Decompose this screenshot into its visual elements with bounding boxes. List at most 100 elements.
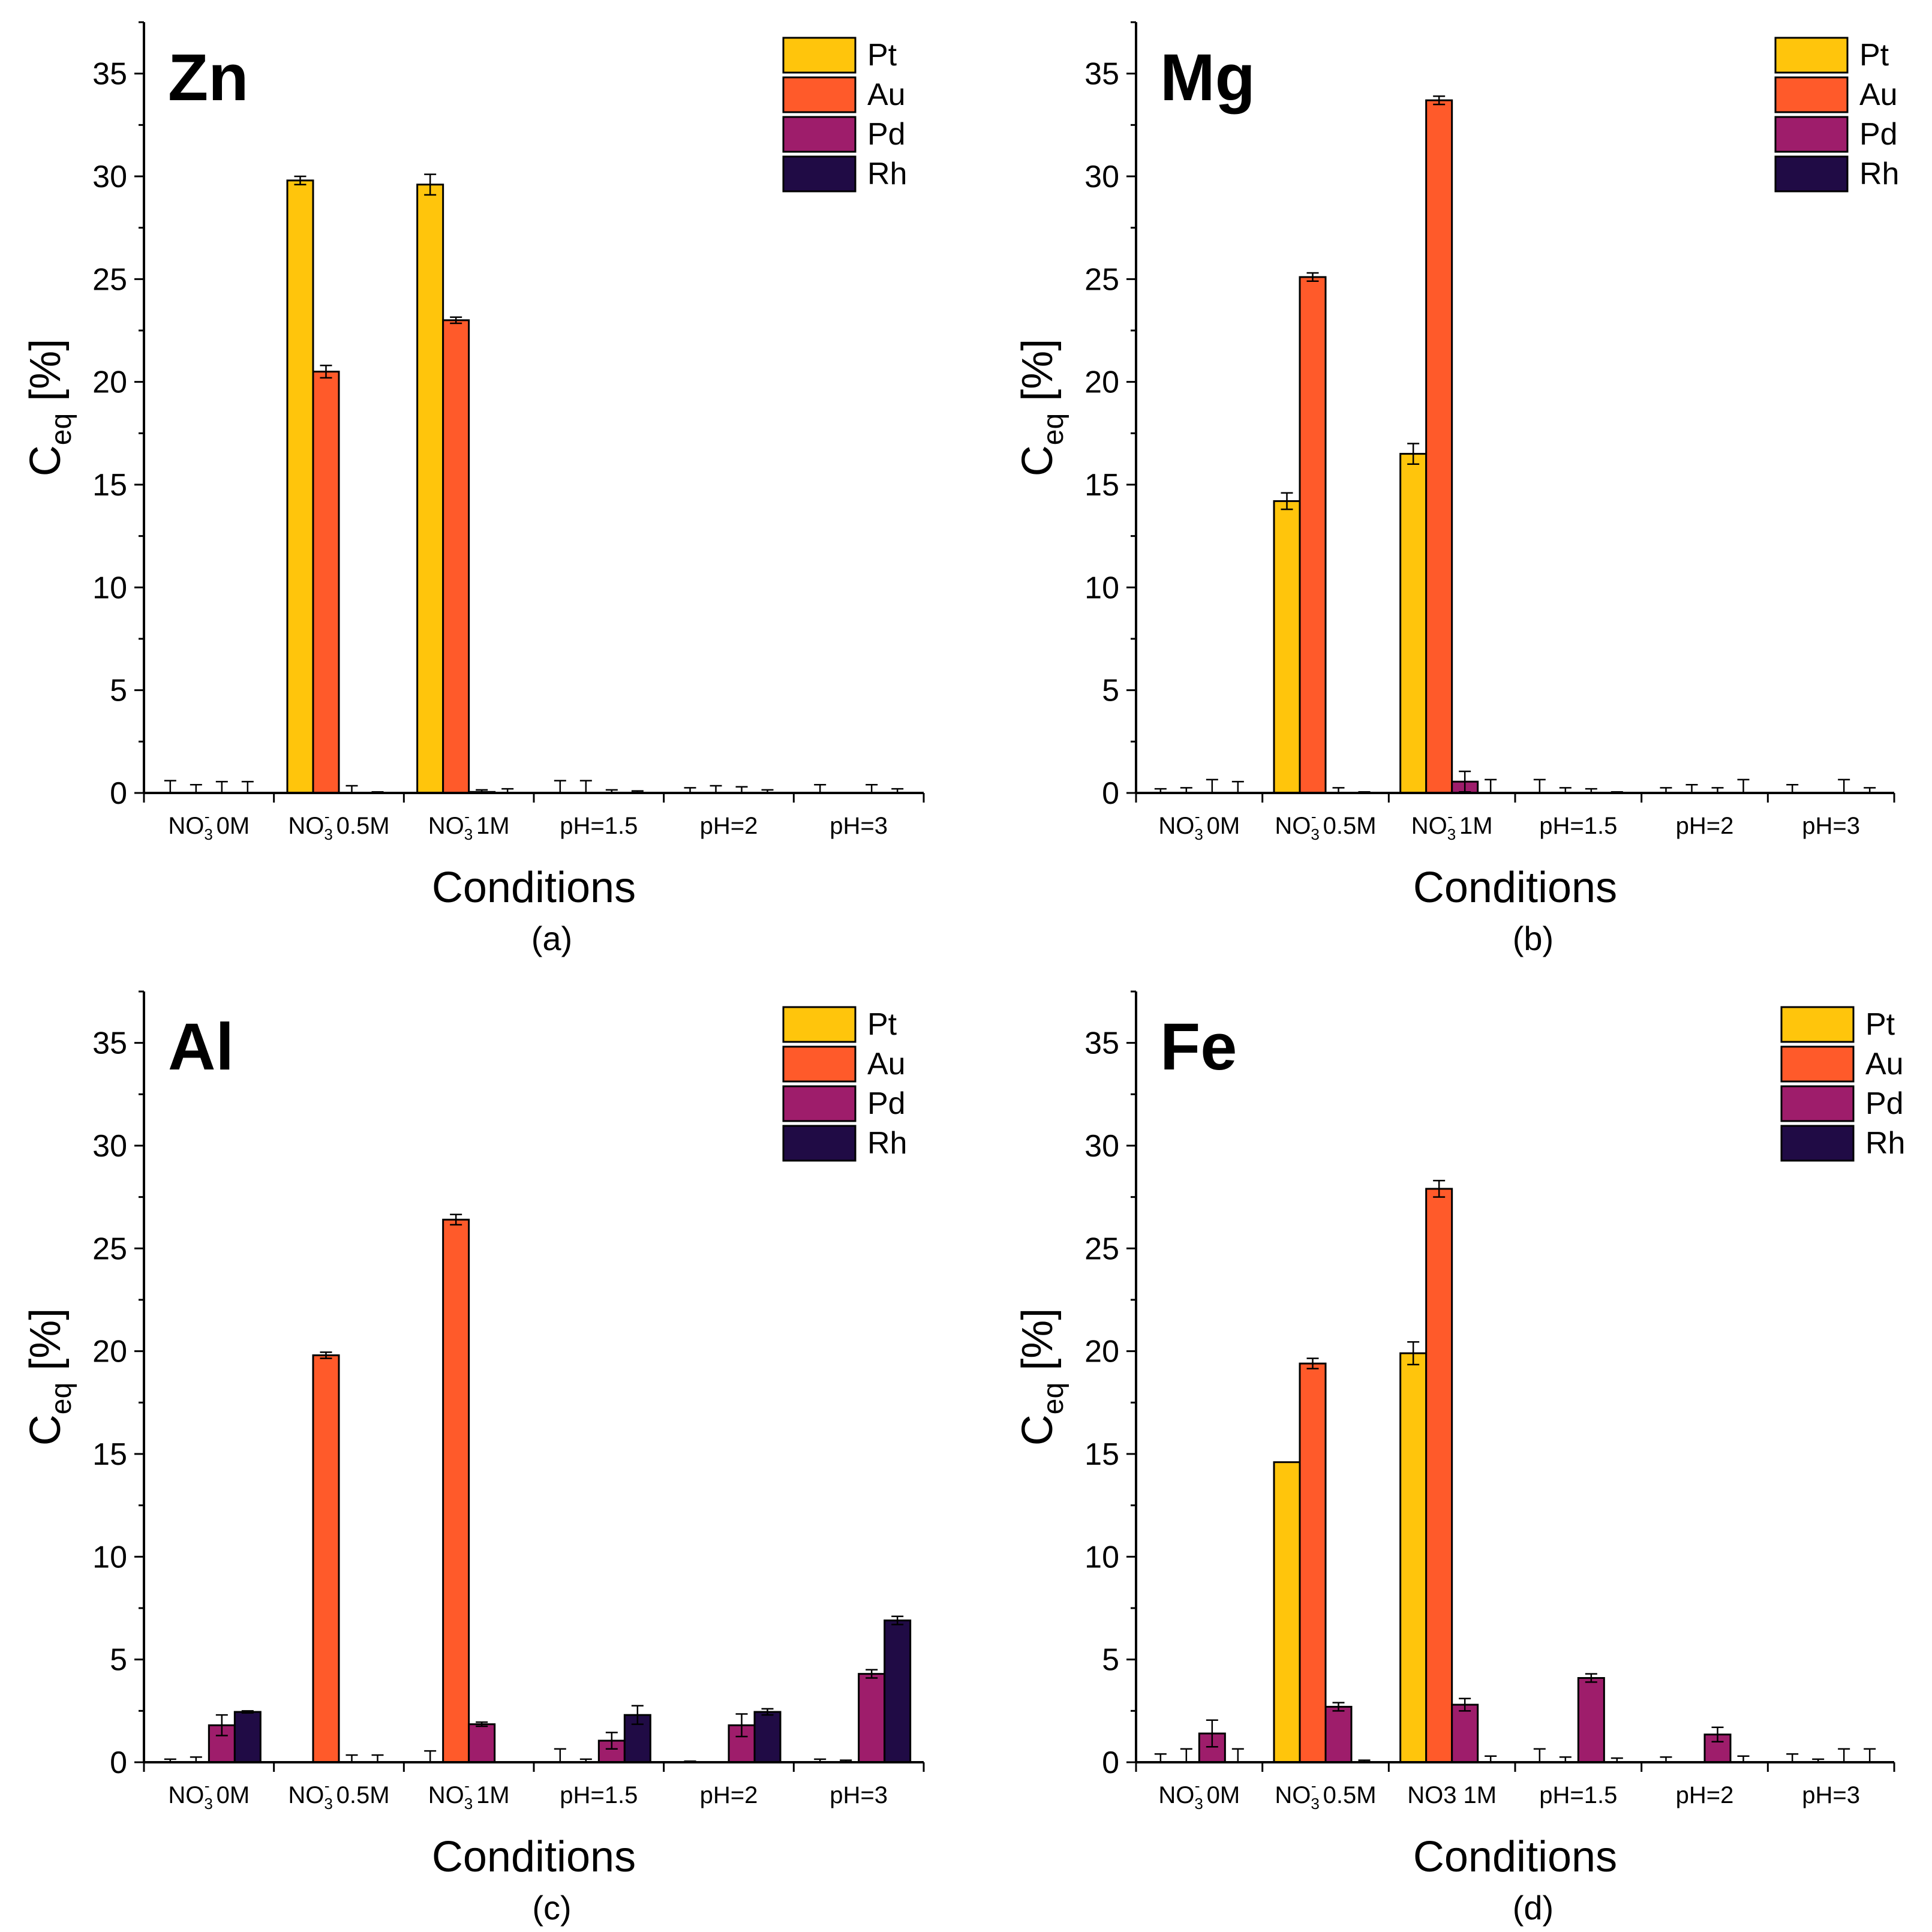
legend-swatch-rh	[782, 155, 857, 193]
error-bar-pt	[1154, 1753, 1167, 1762]
y-tick-label: 25	[1084, 1231, 1119, 1266]
y-tick-label: 30	[92, 160, 127, 194]
bar-rh	[884, 1619, 912, 1763]
y-tick-label: 15	[92, 468, 127, 503]
legend-swatch-au	[1780, 1045, 1855, 1083]
x-tick-label: NO3- 0.5M	[288, 807, 389, 843]
error-bar-pt	[164, 780, 176, 793]
x-tick-label: NO3- 1M	[428, 807, 510, 843]
error-bar-rh	[1485, 779, 1497, 793]
x-tick-label: NO3- 0.5M	[1275, 1777, 1376, 1813]
error-bar-pt	[1407, 1341, 1420, 1366]
y-tick-label: 10	[92, 570, 127, 605]
legend-label-pt: Pt	[867, 38, 897, 73]
x-axis-title: Conditions	[1413, 864, 1617, 912]
chart-panel-1: 0 5 10 15 20 25 30 35 NO3- 0M NO3- 0.5M NO3- 1M pH=…	[22, 21, 925, 957]
y-tick-label: 35	[92, 1026, 127, 1061]
x-tick-label: NO3- 0M	[1158, 1777, 1240, 1813]
x-tick-label: pH=3	[1802, 1782, 1860, 1808]
bar-pd	[1577, 1677, 1605, 1763]
x-tick-label: pH=2	[700, 1782, 758, 1808]
error-bar-pd	[866, 784, 878, 793]
error-bar-au	[1685, 784, 1698, 793]
legend-swatch-pt	[1780, 1006, 1855, 1043]
error-bar-pt	[1533, 1748, 1546, 1762]
legend-swatch-pt	[782, 1006, 857, 1043]
y-tick-label: 35	[1084, 57, 1119, 92]
bar-au	[312, 1354, 340, 1763]
x-axis-title: Conditions	[432, 1833, 636, 1881]
error-bar-rh	[1864, 1748, 1876, 1762]
chart-panel-4: 0 5 10 15 20 25 30 35 NO3- 0M NO3- 0.5M NO3 1M pH=1…	[1014, 990, 1905, 1927]
y-tick-label: 5	[110, 1643, 127, 1678]
bar-au	[1425, 1188, 1453, 1763]
x-tick-label: NO3- 0M	[168, 807, 250, 843]
legend-swatch-pt	[1774, 37, 1849, 74]
error-bar-au	[1180, 1748, 1192, 1762]
bar-rh	[753, 1711, 782, 1763]
legend-swatch-au	[1774, 76, 1849, 113]
x-tick-label: pH=3	[830, 1782, 888, 1808]
panel-label: (d)	[1513, 1889, 1554, 1927]
y-tick-label: 35	[92, 57, 127, 92]
x-axis-title: Conditions	[1413, 1833, 1617, 1881]
legend: Pt Au Pd Rh	[782, 1006, 907, 1162]
legend-label-pd: Pd	[1859, 117, 1898, 152]
error-bar-pd	[1332, 1702, 1345, 1712]
error-bar-pt	[814, 784, 827, 793]
legend-swatch-pd	[1780, 1085, 1855, 1122]
error-bar-rh	[891, 1615, 904, 1625]
error-bar-pt	[424, 1750, 437, 1762]
legend-label-pt: Pt	[867, 1007, 897, 1042]
legend-label-au: Au	[1859, 77, 1898, 112]
bar-au	[1299, 1362, 1327, 1763]
error-bar-rh	[1231, 780, 1244, 793]
chart-title: Fe	[1160, 1010, 1237, 1084]
y-tick-label: 15	[1084, 468, 1119, 503]
legend-swatch-pd	[782, 116, 857, 153]
legend-swatch-au	[782, 1045, 857, 1083]
error-bar-rh	[761, 1708, 774, 1716]
x-tick-label: NO3- 0.5M	[288, 1777, 389, 1813]
y-tick-label: 35	[1084, 1026, 1119, 1061]
error-bar-pd	[866, 1669, 878, 1679]
panel-label: (a)	[531, 920, 572, 957]
y-tick-label: 30	[1084, 1129, 1119, 1164]
error-bar-pd	[1459, 1697, 1471, 1712]
error-bar-rh	[1737, 779, 1750, 793]
legend-swatch-rh	[1780, 1125, 1855, 1162]
legend-label-rh: Rh	[867, 157, 907, 191]
y-tick-label: 15	[1084, 1437, 1119, 1472]
x-tick-label: NO3- 0M	[1158, 807, 1240, 843]
x-tick-label: NO3- 1M	[428, 1777, 510, 1813]
y-tick-label: 10	[1084, 570, 1119, 605]
y-tick-label: 20	[92, 1335, 127, 1369]
bar-pt	[1273, 500, 1301, 794]
legend-label-pt: Pt	[1865, 1007, 1895, 1042]
error-bar-pt	[1786, 784, 1799, 793]
y-tick-label: 20	[92, 365, 127, 400]
legend-label-au: Au	[867, 1047, 906, 1081]
x-tick-label: NO3- 1M	[1411, 807, 1493, 843]
y-tick-label: 0	[1102, 1745, 1119, 1780]
x-axis-title: Conditions	[432, 864, 636, 912]
error-bar-pt	[424, 173, 437, 196]
y-tick-label: 25	[1084, 262, 1119, 297]
error-bar-pd	[215, 1714, 228, 1736]
error-bar-pd	[735, 1713, 748, 1738]
bar-au	[442, 319, 470, 794]
y-tick-label: 0	[110, 1745, 127, 1780]
y-tick-label: 10	[1084, 1540, 1119, 1575]
legend-swatch-au	[782, 76, 857, 113]
chart-panel-3: 0 5 10 15 20 25 30 35 NO3- 0M NO3- 0.5M NO3- 1M pH=…	[22, 990, 925, 1927]
y-tick-label: 5	[110, 674, 127, 708]
bar-pt	[286, 179, 314, 794]
x-tick-label: NO3 1M	[1407, 1782, 1497, 1808]
y-axis-title: Ceq [%]	[1014, 339, 1069, 476]
x-tick-label: pH=3	[830, 813, 888, 839]
error-bar-pt	[1533, 779, 1546, 793]
error-bar-rh	[631, 1705, 644, 1725]
x-tick-label: pH=1.5	[1539, 1782, 1617, 1808]
bar-pt	[416, 184, 444, 794]
